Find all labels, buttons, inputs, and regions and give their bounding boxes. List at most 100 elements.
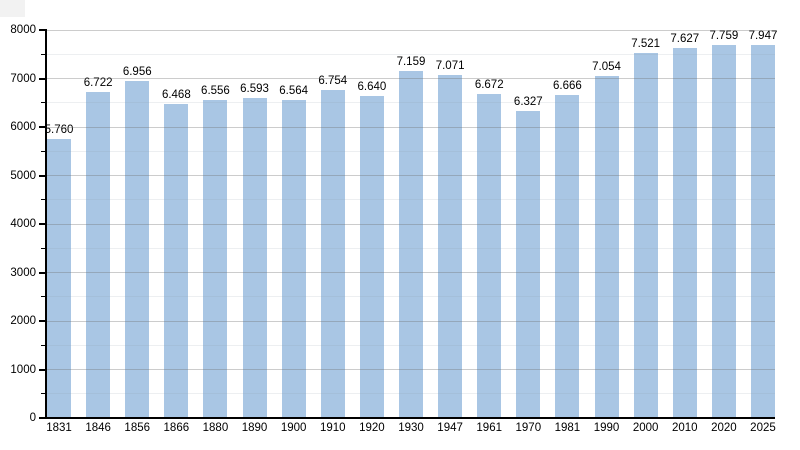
minor-gridline <box>47 53 775 55</box>
x-axis-tick-label: 1831 <box>46 422 72 434</box>
major-gridline <box>47 369 775 370</box>
x-axis-tick-label: 1890 <box>241 422 268 434</box>
bar-column-1831: 5.760 <box>44 30 74 418</box>
x-axis-tick-label: 1930 <box>398 422 424 434</box>
bar-column-1846: 6.722 <box>83 30 113 418</box>
bar-value-label: 6.564 <box>279 84 309 97</box>
x-label-slot: 1910 <box>319 422 346 434</box>
bar-value-label: 6.593 <box>240 83 269 96</box>
bar-value-label: 6.556 <box>201 85 230 98</box>
bar-column-1990: 7.054 <box>592 30 621 418</box>
x-label-slot: 1880 <box>203 422 229 434</box>
population-bar <box>320 90 345 418</box>
x-label-slot: 2025 <box>750 422 776 434</box>
x-axis-tick-label: 1970 <box>515 422 542 434</box>
major-gridline <box>47 175 775 176</box>
bar-value-label: 6.754 <box>318 75 348 88</box>
bar-value-label: 7.627 <box>670 33 700 46</box>
x-label-slot: 1961 <box>476 422 502 434</box>
minor-gridline <box>47 344 775 346</box>
bar-value-label: 6.640 <box>357 80 387 93</box>
y-axis-tick <box>39 126 46 128</box>
bar-column-1890: 6.593 <box>240 30 269 418</box>
x-label-slot: 2000 <box>633 422 659 434</box>
x-axis-tick-label: 1947 <box>437 422 463 434</box>
major-gridline <box>47 223 775 225</box>
y-axis-tick <box>39 271 46 274</box>
y-axis-tick-label: 6000 <box>10 121 36 133</box>
population-bar <box>555 94 580 418</box>
y-axis-line <box>45 29 47 419</box>
population-bar <box>398 70 423 418</box>
x-axis-tick-label: 1981 <box>554 422 581 434</box>
x-axis-line <box>45 417 775 419</box>
bar-value-label: 7.947 <box>748 30 778 42</box>
corner-artifact <box>0 0 25 17</box>
x-label-slot: 1856 <box>124 422 150 434</box>
bar-column-2000: 7.521 <box>631 30 660 418</box>
y-axis-tick <box>41 393 46 395</box>
x-label-slot: 1890 <box>241 422 268 434</box>
bar-value-label: 6.672 <box>474 79 504 92</box>
population-bar <box>86 91 111 418</box>
population-bar <box>633 53 658 418</box>
population-bar <box>711 45 736 418</box>
population-bar <box>47 138 71 418</box>
bar-value-label: 5.760 <box>44 123 74 136</box>
minor-gridline <box>47 247 775 249</box>
bar-value-label: 6.722 <box>83 76 113 89</box>
y-axis-tick-label: 1000 <box>10 363 36 376</box>
y-axis-tick-label: 0 <box>29 412 36 424</box>
bar-column-1866: 6.468 <box>161 30 191 418</box>
bar-value-label: 7.159 <box>396 55 426 68</box>
y-axis-tick <box>39 368 46 371</box>
population-bar <box>594 75 619 418</box>
x-label-slot: 1846 <box>85 422 111 434</box>
x-axis-tick-label: 1866 <box>163 422 190 434</box>
y-axis-tick-label: 5000 <box>10 169 36 182</box>
population-bar <box>281 99 306 418</box>
y-axis-tick-label: 3000 <box>10 266 36 279</box>
y-axis-tick-label: 8000 <box>10 24 36 36</box>
y-axis-tick <box>39 320 46 322</box>
y-axis-tick <box>39 223 46 225</box>
bar-column-2020: 7.759 <box>709 30 738 418</box>
x-axis-labels: 1831 1846 1856 1866 1880 1890 1900 1910 1920 1930… <box>46 422 776 434</box>
y-axis-tick-label: 7000 <box>10 72 36 85</box>
bar-value-label: 6.956 <box>122 65 152 78</box>
bar-column-1947: 7.071 <box>435 30 465 418</box>
bar-column-1900: 6.564 <box>279 30 309 418</box>
x-label-slot: 1990 <box>594 422 620 434</box>
population-bar <box>672 48 697 418</box>
bar-column-1930: 7.159 <box>396 30 426 418</box>
bar-value-label: 6.468 <box>161 89 191 102</box>
bar-value-label: 7.054 <box>592 60 621 73</box>
major-gridline <box>47 126 775 128</box>
y-axis-tick <box>39 174 46 177</box>
y-axis-tick <box>41 344 46 346</box>
x-label-slot: 2010 <box>672 422 698 434</box>
y-axis-tick <box>41 199 46 201</box>
bar-column-2025: 7.947 <box>748 30 778 418</box>
bar-column-1910: 6.754 <box>318 30 348 418</box>
bar-column-1981: 6.666 <box>553 30 582 418</box>
x-label-slot: 1930 <box>398 422 424 434</box>
x-label-slot: 1900 <box>280 422 307 434</box>
x-label-slot: 2020 <box>711 422 737 434</box>
bar-value-label: 7.071 <box>435 60 465 73</box>
x-axis-tick-label: 1910 <box>319 422 346 434</box>
bar-column-1920: 6.640 <box>357 30 387 418</box>
y-axis-tick <box>41 53 46 55</box>
population-bar <box>125 80 150 418</box>
x-axis-tick-label: 2020 <box>711 422 737 434</box>
y-axis-tick <box>39 77 46 80</box>
x-axis-tick-label: 1900 <box>280 422 307 434</box>
population-bar <box>242 98 267 418</box>
major-gridline <box>47 29 775 31</box>
bar-column-1961: 6.672 <box>474 30 504 418</box>
population-bar <box>438 75 463 418</box>
bar-value-label: 6.327 <box>513 96 543 109</box>
bar-value-label: 6.666 <box>553 79 582 92</box>
